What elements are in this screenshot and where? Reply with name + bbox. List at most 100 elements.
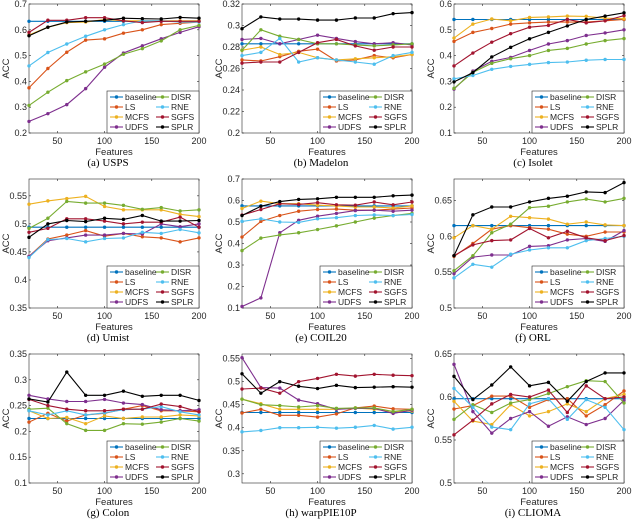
- series-line-UDFS: [28, 394, 200, 412]
- y-tick-label: 0.3: [14, 375, 27, 385]
- legend-label: DISR: [384, 92, 404, 102]
- data-point-baseline: [452, 223, 456, 228]
- data-point-MCFS: [565, 402, 570, 406]
- data-point-RNE: [565, 417, 570, 422]
- legend-label: DISR: [596, 267, 616, 277]
- legend-label: LS: [550, 102, 561, 112]
- data-point-DISR: [471, 403, 475, 407]
- data-point-SGFS: [410, 373, 414, 378]
- y-tick-label: 0.5: [227, 377, 240, 387]
- data-point-SPLR: [65, 20, 69, 24]
- data-point-DISR: [46, 406, 50, 410]
- data-point-baseline: [452, 17, 456, 22]
- data-point-baseline: [452, 397, 456, 401]
- legend-label: DISR: [384, 267, 404, 277]
- legend-marker-UDFS: [114, 475, 119, 479]
- data-point-RNE: [527, 402, 532, 406]
- data-point-DISR: [259, 28, 263, 32]
- data-point-DISR: [452, 417, 456, 422]
- x-tick-label: 100: [310, 311, 325, 321]
- data-point-MCFS: [490, 227, 494, 231]
- data-point-SGFS: [565, 17, 570, 22]
- data-point-LS: [565, 20, 570, 24]
- data-point-DISR: [334, 42, 339, 46]
- data-point-DISR: [83, 428, 88, 433]
- legend-label: UDFS: [338, 472, 361, 482]
- legend-marker-baseline: [539, 445, 544, 449]
- x-axis-label: Features: [308, 147, 346, 158]
- legend-label: UDFS: [338, 122, 361, 132]
- data-point-UDFS: [178, 30, 182, 35]
- data-point-RNE: [391, 427, 395, 431]
- data-point-baseline: [197, 416, 201, 421]
- legend-marker-baseline: [327, 270, 332, 274]
- series-line-DISR: [28, 407, 200, 431]
- data-point-SGFS: [102, 15, 107, 20]
- data-point-UDFS: [565, 238, 570, 242]
- data-point-DISR: [197, 208, 201, 212]
- legend-label: baseline: [338, 442, 370, 452]
- data-point-UDFS: [565, 38, 570, 43]
- legend-label: RNE: [171, 102, 189, 112]
- legend: baseline DISR LS RNE MCFS SGFS UDFS SPLR: [531, 440, 625, 484]
- y-tick-label: 0.5: [14, 51, 27, 61]
- subplot-8: 50 100 150 200 0.3 0.35 0.4 0.45 0.5 0.55 Features…: [214, 354, 420, 519]
- legend-label: SGFS: [384, 287, 407, 297]
- data-point-SGFS: [334, 203, 339, 207]
- subplot-caption: (f) ORL: [515, 332, 551, 344]
- data-point-DISR: [391, 409, 395, 414]
- data-point-SPLR: [102, 18, 107, 22]
- data-point-MCFS: [178, 413, 182, 417]
- data-point-SGFS: [334, 372, 339, 376]
- legend-label: baseline: [550, 442, 582, 452]
- data-point-MCFS: [471, 22, 475, 26]
- y-tick-label: 0.35: [9, 303, 27, 313]
- data-point-SGFS: [527, 226, 532, 231]
- data-point-LS: [27, 420, 31, 424]
- data-point-SGFS: [65, 407, 69, 411]
- legend-label: SPLR: [384, 122, 406, 132]
- data-point-RNE: [140, 230, 145, 234]
- y-axis-label: ACC: [426, 58, 437, 78]
- data-point-DISR: [296, 405, 301, 409]
- data-point-LS: [102, 37, 107, 41]
- data-point-RNE: [278, 426, 282, 430]
- series-line-DISR: [453, 197, 625, 272]
- data-point-LS: [83, 228, 88, 233]
- legend-marker-SPLR: [585, 475, 590, 479]
- data-point-SGFS: [603, 238, 607, 243]
- data-point-DISR: [584, 197, 588, 201]
- y-tick-label: 0.5: [439, 478, 452, 488]
- x-axis-label: Features: [308, 322, 346, 333]
- data-point-SPLR: [102, 393, 107, 397]
- legend-box: [106, 265, 200, 309]
- legend-label: SGFS: [171, 462, 194, 472]
- data-point-SPLR: [46, 400, 50, 404]
- data-point-SGFS: [527, 395, 532, 399]
- data-point-DISR: [546, 391, 551, 396]
- x-tick-label: 200: [616, 311, 631, 321]
- data-point-SPLR: [178, 393, 182, 397]
- data-point-DISR: [315, 227, 320, 232]
- series-line-SGFS: [453, 227, 625, 257]
- x-axis-label: Features: [95, 322, 133, 333]
- legend-marker-SPLR: [585, 300, 590, 304]
- series-line-MCFS: [28, 195, 200, 218]
- legend-marker-RNE: [160, 105, 165, 109]
- data-point-UDFS: [65, 102, 69, 107]
- data-point-LS: [490, 394, 494, 398]
- data-point-RNE: [83, 240, 88, 244]
- data-point-UDFS: [410, 208, 414, 212]
- legend-marker-RNE: [373, 105, 378, 109]
- legend-label: SGFS: [384, 112, 407, 122]
- legend-marker-DISR: [585, 95, 590, 99]
- y-axis-label: ACC: [1, 233, 12, 253]
- data-point-SGFS: [197, 19, 201, 23]
- data-point-SPLR: [315, 197, 320, 201]
- data-point-DISR: [121, 52, 126, 57]
- data-point-SPLR: [334, 195, 339, 199]
- legend-label: SPLR: [171, 122, 193, 132]
- data-point-UDFS: [584, 422, 588, 427]
- data-point-SGFS: [121, 222, 126, 226]
- data-point-DISR: [584, 42, 588, 46]
